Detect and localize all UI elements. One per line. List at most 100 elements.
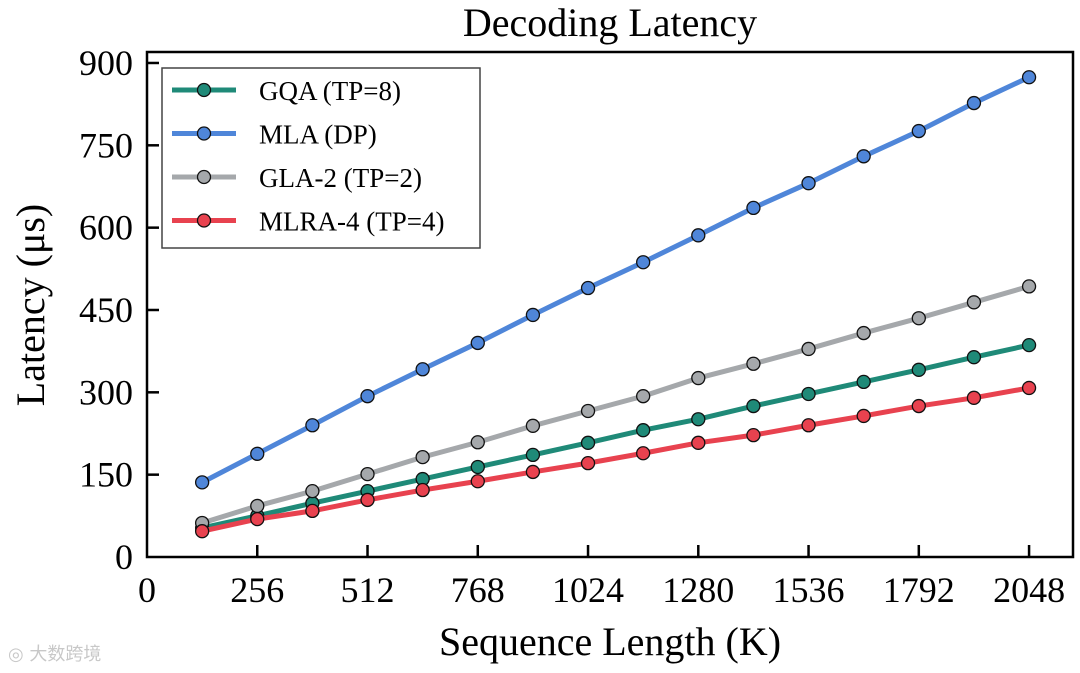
data-point	[580, 435, 596, 450]
data-point	[250, 446, 265, 461]
x-axis-label: Sequence Length (K)	[439, 619, 781, 664]
data-point	[911, 311, 926, 326]
legend-marker	[196, 126, 212, 141]
x-tick-label: 768	[451, 570, 505, 610]
data-point	[801, 418, 816, 433]
y-axis-label: Latency (μs)	[8, 204, 53, 406]
legend-label: MLA (DP)	[259, 120, 377, 150]
x-tick-label: 512	[341, 570, 395, 610]
series-line	[201, 385, 1030, 534]
data-point	[691, 412, 706, 427]
data-point	[746, 200, 761, 216]
data-point	[525, 307, 541, 323]
legend-marker	[196, 82, 212, 98]
data-point	[911, 123, 926, 139]
legend-item: GQA (TP=8)	[172, 76, 401, 106]
data-point	[194, 524, 210, 539]
data-point	[966, 95, 982, 111]
legend-label: GLA-2 (TP=2)	[259, 163, 422, 193]
data-point	[966, 350, 982, 365]
data-point	[470, 335, 485, 351]
x-tick-label: 2048	[993, 570, 1065, 610]
x-tick-label: 1024	[552, 570, 624, 610]
data-point	[470, 459, 485, 475]
data-point	[636, 255, 651, 270]
x-tick-label: 256	[230, 570, 284, 610]
data-point	[305, 503, 320, 519]
x-tick-label: 1536	[773, 570, 845, 610]
data-point	[360, 389, 375, 404]
data-point	[911, 398, 926, 414]
chart-title: Decoding Latency	[463, 0, 757, 45]
data-point	[636, 423, 651, 438]
legend-item: GLA-2 (TP=2)	[172, 163, 422, 193]
data-point	[1021, 337, 1037, 353]
y-tick-label: 0	[115, 537, 133, 577]
legend-item: MLRA-4 (TP=4)	[172, 207, 444, 237]
data-point	[691, 228, 706, 243]
data-point	[360, 466, 375, 482]
data-point	[1021, 70, 1037, 85]
x-tick-label: 1280	[662, 570, 734, 610]
legend-item: MLA (DP)	[172, 120, 377, 150]
y-tick-label: 600	[79, 208, 133, 248]
data-point	[691, 435, 706, 450]
watermark: ◎ 大数跨境	[8, 644, 102, 665]
data-point	[636, 446, 651, 461]
data-point	[305, 418, 320, 433]
data-point	[580, 455, 596, 471]
data-point	[856, 374, 871, 390]
data-point	[525, 464, 541, 480]
data-point	[305, 483, 320, 499]
data-point	[801, 176, 816, 191]
data-point	[801, 386, 816, 402]
data-point	[856, 149, 871, 164]
y-tick-label: 450	[79, 290, 133, 330]
data-point	[525, 447, 541, 463]
data-point	[746, 427, 761, 443]
legend-label: GQA (TP=8)	[259, 76, 401, 106]
data-point	[1021, 279, 1037, 294]
y-tick-label: 300	[79, 372, 133, 412]
series-line	[201, 342, 1030, 531]
data-point	[250, 511, 265, 527]
data-point	[746, 356, 761, 371]
y-tick-label: 900	[79, 43, 133, 83]
data-point	[250, 498, 265, 514]
data-point	[966, 295, 982, 310]
plot-frame	[145, 50, 1075, 559]
y-tick-label: 150	[79, 455, 133, 495]
legend: GQA (TP=8) MLA (DP) GLA-2 (TP=2) MLRA-4 (TP…	[161, 67, 481, 249]
series-mlra-4-tp-4-	[194, 380, 1037, 539]
y-tick-label: 750	[79, 125, 133, 165]
series-gqa-tp-8-	[194, 337, 1037, 536]
data-point	[801, 341, 816, 357]
legend-label: MLRA-4 (TP=4)	[259, 207, 444, 237]
data-point	[636, 389, 651, 404]
data-point	[856, 408, 871, 424]
data-point	[911, 362, 926, 377]
data-point	[415, 362, 430, 377]
data-point	[580, 403, 596, 419]
data-point	[691, 370, 706, 386]
data-point	[746, 398, 761, 414]
data-point	[856, 325, 871, 341]
data-point	[415, 449, 430, 465]
data-point	[580, 280, 596, 296]
x-tick-label: 1792	[883, 570, 955, 610]
data-point	[194, 475, 210, 490]
legend-marker	[196, 213, 212, 228]
legend-marker	[196, 169, 212, 185]
data-point	[470, 435, 485, 450]
series-gla-2-tp-2-	[194, 279, 1037, 531]
data-point	[470, 474, 485, 489]
series-line	[200, 74, 1031, 485]
data-point	[525, 418, 541, 433]
series-mla-dp-	[194, 70, 1037, 490]
x-tick-label: 0	[138, 570, 156, 610]
data-point	[966, 390, 982, 405]
data-point	[360, 492, 375, 508]
data-point	[1021, 380, 1037, 396]
data-point	[415, 482, 430, 498]
